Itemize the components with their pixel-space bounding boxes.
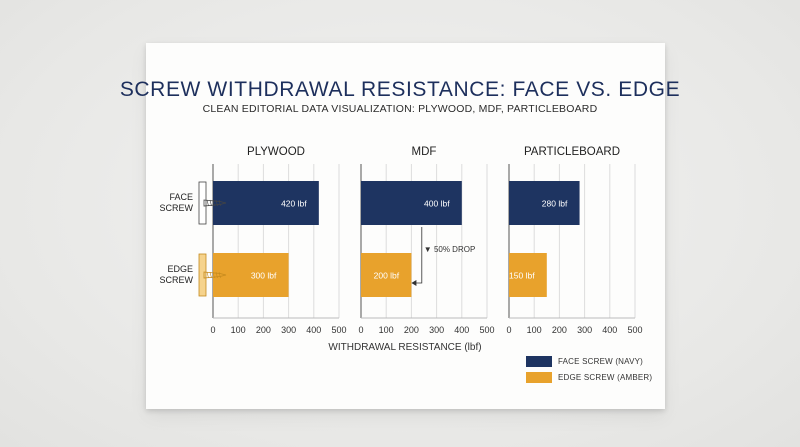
bar-data-label: 420 lbf [281, 199, 307, 209]
legend-item-edge: EDGE SCREW (AMBER) [526, 370, 652, 384]
x-tick-label: 0 [210, 325, 215, 335]
category-label: SCREW [160, 275, 194, 285]
x-tick-label: 400 [306, 325, 321, 335]
panel-title: PARTICLEBOARD [524, 146, 620, 158]
annotation-arrowhead [411, 280, 417, 286]
x-tick-label: 400 [454, 325, 469, 335]
chart-subtitle: CLEAN EDITORIAL DATA VISUALIZATION: PLYW… [202, 103, 598, 115]
bar-edge-screw [509, 253, 547, 297]
legend: FACE SCREW (NAVY) EDGE SCREW (AMBER) [526, 354, 652, 386]
x-tick-label: 200 [552, 325, 567, 335]
x-tick-label: 0 [358, 325, 363, 335]
legend-swatch-face [526, 355, 552, 367]
bar-data-label: 150 lbf [509, 271, 535, 281]
x-tick-label: 500 [627, 325, 642, 335]
chart-title: SCREW WITHDRAWAL RESISTANCE: FACE VS. ED… [119, 78, 681, 101]
category-label: FACE [169, 192, 193, 202]
x-tick-label: 300 [577, 325, 592, 335]
legend-label-edge: EDGE SCREW (AMBER) [558, 372, 653, 382]
category-label: SCREW [160, 203, 194, 213]
annotation-arrow-line [414, 227, 423, 284]
bar-edge-screw [361, 253, 412, 297]
poster-frame [146, 43, 665, 409]
legend-swatch-edge [526, 371, 552, 383]
category-label: EDGE [167, 264, 193, 274]
bar-data-label: 300 lbf [251, 271, 277, 281]
x-tick-label: 200 [404, 325, 419, 335]
edge-screw-icon [198, 253, 227, 297]
x-tick-label: 400 [602, 325, 617, 335]
bar-face-screw [361, 181, 462, 225]
x-tick-label: 300 [281, 325, 296, 335]
x-tick-label: 100 [231, 325, 246, 335]
legend-label-face: FACE SCREW (NAVY) [558, 356, 644, 366]
face-screw-icon [198, 181, 227, 225]
bar-data-label: 280 lbf [542, 199, 568, 209]
bar-face-screw [213, 181, 319, 225]
x-tick-label: 0 [506, 325, 511, 335]
panel-title: PLYWOOD [247, 146, 305, 158]
bar-data-label: 400 lbf [424, 199, 450, 209]
x-tick-label: 200 [256, 325, 271, 335]
panel-title: MDF [412, 146, 437, 158]
annotation-label: ▼ 50% DROP [424, 245, 476, 254]
x-axis-label: WITHDRAWAL RESISTANCE (lbf) [328, 342, 482, 353]
x-tick-label: 500 [479, 325, 494, 335]
bar-data-label: 200 lbf [374, 271, 400, 281]
x-tick-label: 500 [331, 325, 346, 335]
x-tick-label: 300 [429, 325, 444, 335]
x-tick-label: 100 [379, 325, 394, 335]
legend-item-face: FACE SCREW (NAVY) [526, 354, 652, 368]
x-tick-label: 100 [527, 325, 542, 335]
bar-face-screw [509, 181, 580, 225]
